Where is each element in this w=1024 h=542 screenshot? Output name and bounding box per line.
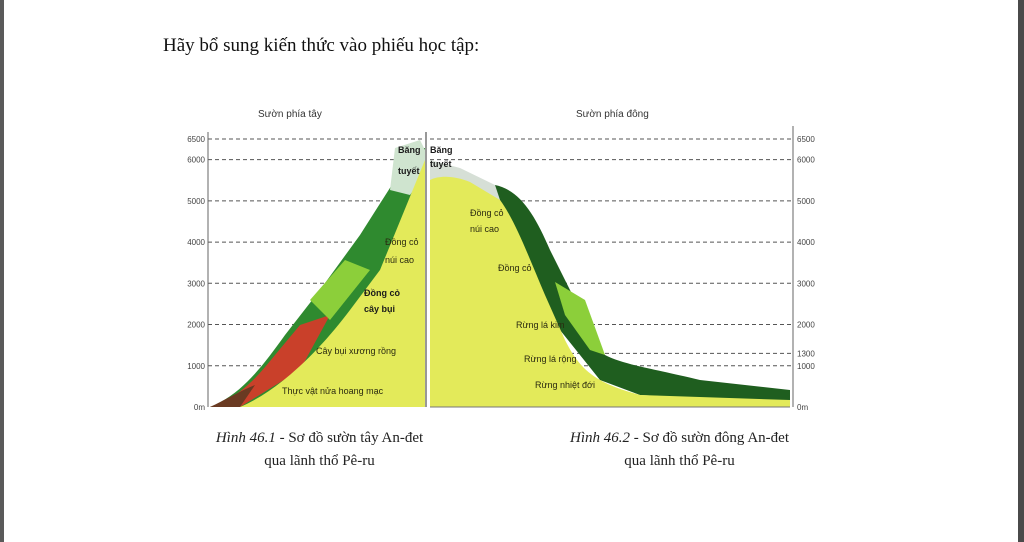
west-tick-label: 6500 (187, 135, 205, 144)
east-label-conifer: Rừng lá kim (516, 320, 565, 330)
west-mountain (210, 140, 425, 407)
east-caption-line2: qua lãnh thổ Pê-ru (624, 453, 735, 469)
east-label-alpine-1: Đồng cỏ (470, 208, 504, 218)
east-title: Sườn phía đông (576, 109, 649, 120)
east-grid: 0m 1000 1300 2000 3000 4000 5000 6000 6500 (430, 135, 815, 412)
east-conifer-band (555, 282, 605, 355)
west-tick-label: 0m (194, 403, 205, 412)
east-tick-label: 1000 (797, 362, 815, 371)
east-mountain (430, 160, 790, 407)
west-tick-label: 3000 (187, 279, 205, 288)
east-label-snow-1: Băng (430, 145, 453, 155)
west-desert-band (210, 385, 255, 407)
west-label-shrub-1: Đồng cỏ (364, 288, 400, 298)
west-label-cactus: Cây bụi xương rồng (316, 346, 396, 356)
east-ground (430, 176, 790, 407)
west-snow-cap (390, 140, 425, 195)
east-forest-band (495, 185, 790, 403)
west-shrub-band (310, 260, 370, 320)
west-label-snow-1: Băng (398, 145, 421, 155)
west-ground (240, 160, 425, 407)
east-caption: Hình 46.2 - Sơ đồ sườn đông An-đet qua l… (552, 427, 807, 473)
west-tick-label: 5000 (187, 197, 205, 206)
page-right-edge (1018, 0, 1024, 542)
east-label-tropical: Rừng nhiệt đới (535, 380, 595, 390)
east-tick-label: 4000 (797, 238, 815, 247)
west-label-alpine-2: núi cao (385, 255, 414, 265)
instruction-heading: Hãy bổ sung kiến thức vào phiếu học tập: (163, 35, 480, 56)
east-label-grass: Đồng cỏ (498, 263, 532, 273)
west-caption-figure: Hình 46.1 (215, 430, 276, 446)
east-tick-label: 1300 (797, 349, 815, 358)
east-tick-label: 5000 (797, 197, 815, 206)
east-tick-label: 6500 (797, 135, 815, 144)
west-label-shrub-2: cây bụi (364, 304, 395, 314)
west-tick-label: 6000 (187, 156, 205, 165)
east-tick-label: 6000 (797, 156, 815, 165)
west-tick-label: 4000 (187, 238, 205, 247)
west-tick-label: 2000 (187, 321, 205, 330)
east-label-alpine-2: núi cao (470, 224, 499, 234)
west-label-snow-2: tuyết (398, 166, 420, 176)
west-label-alpine-1: Đồng cỏ (385, 237, 419, 247)
east-label-snow-2: tuyết (430, 159, 452, 169)
east-label-broadleaf: Rừng lá rộng (524, 354, 577, 364)
west-caption: Hình 46.1 - Sơ đồ sườn tây An-đet qua lã… (212, 427, 427, 473)
west-cactus-band (210, 315, 330, 407)
west-title: Sườn phía tây (258, 109, 322, 120)
west-tick-label: 1000 (187, 362, 205, 371)
west-caption-line2: qua lãnh thổ Pê-ru (264, 453, 375, 469)
west-label-semi-desert: Thực vật nửa hoang mạc (282, 386, 384, 396)
east-tick-label: 3000 (797, 279, 815, 288)
east-tick-label: 0m (797, 403, 808, 412)
page-left-edge (0, 0, 4, 542)
east-caption-figure: Hình 46.2 (570, 430, 630, 446)
west-caption-text: - Sơ đồ sườn tây An-đet (275, 430, 424, 446)
east-tick-label: 2000 (797, 321, 815, 330)
east-caption-text: - Sơ đồ sườn đông An-đet (630, 430, 789, 446)
